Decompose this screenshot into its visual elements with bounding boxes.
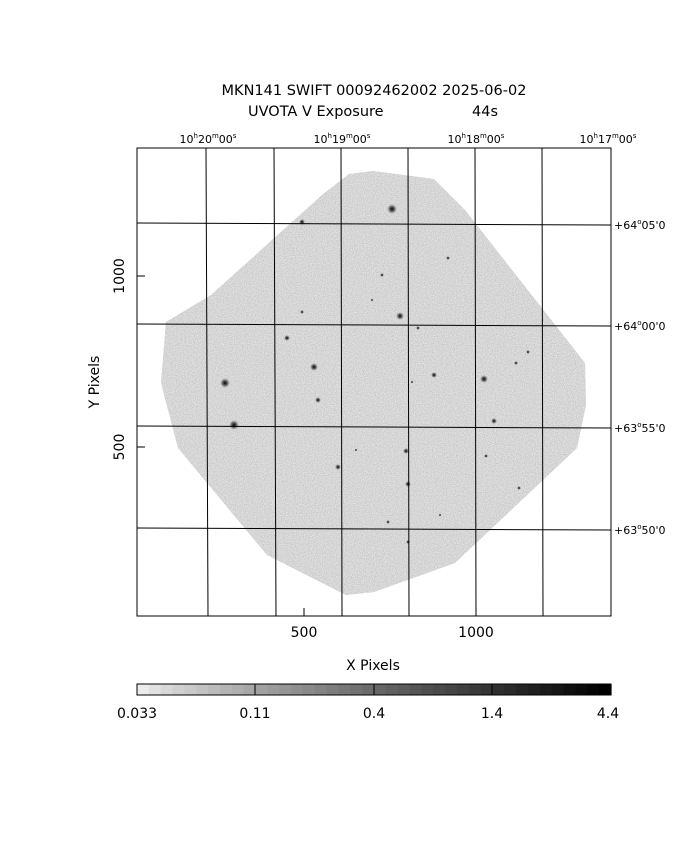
colorbar-segment (279, 684, 292, 695)
ra-tick-label: 10h18m00s (448, 132, 505, 146)
colorbar-segment (160, 684, 174, 695)
colorbar-segment (539, 684, 553, 695)
star-source (484, 454, 488, 458)
star-source (514, 361, 518, 365)
colorbar-segment (516, 684, 529, 695)
dec-tick-labels: +64o05'0 +64o00'0 +63o55'0 +63o50'0 (614, 218, 666, 537)
colorbar-segment (350, 684, 363, 695)
colorbar-segment (137, 684, 150, 695)
star-source (310, 363, 318, 371)
star-source (354, 448, 358, 452)
star-source (406, 540, 410, 544)
star-source (335, 464, 341, 470)
colorbar-segment (338, 684, 351, 695)
star-source (386, 520, 390, 524)
y-tick-label: 500 (112, 434, 128, 461)
colorbar-segment (267, 684, 280, 695)
coordinate-grid (137, 148, 611, 616)
colorbar-segment (468, 684, 482, 695)
exposure-label: UVOTA V Exposure (248, 104, 384, 120)
x-axis-label: X Pixels (346, 658, 400, 674)
star-source (416, 326, 420, 330)
colorbar-segment (184, 684, 197, 695)
colorbar-segment (504, 684, 517, 695)
colorbar-label: 0.11 (239, 706, 270, 722)
x-tick-label: 500 (291, 625, 318, 641)
pixel-axis-ticks (137, 275, 477, 616)
star-source (300, 310, 304, 314)
colorbar-segment (172, 684, 185, 695)
colorbar-segment (587, 684, 600, 695)
star-source (438, 513, 442, 517)
star-source (431, 372, 437, 378)
x-tick-label: 1000 (458, 625, 494, 641)
ra-tick-label: 10h17m00s (580, 132, 637, 146)
colorbar-segment (326, 684, 340, 695)
colorbar-segment (551, 684, 565, 695)
colorbar-segment (421, 684, 434, 695)
star-source (229, 420, 239, 430)
colorbar-label: 1.4 (481, 706, 503, 722)
colorbar-segment (362, 684, 375, 695)
star-source (480, 375, 488, 383)
colorbar-segment (492, 684, 505, 695)
colorbar-segment (291, 684, 304, 695)
colorbar-label: 0.033 (117, 706, 157, 722)
dec-tick-label: +63o50'0 (614, 523, 666, 537)
y-tick-label: 1000 (112, 258, 128, 294)
ra-tick-label: 10h20m00s (180, 132, 237, 146)
ra-tick-label: 10h19m00s (314, 132, 371, 146)
dec-tick-label: +64o00'0 (614, 319, 666, 333)
figure-title: MKN141 SWIFT 00092462002 2025-06-02 (222, 83, 527, 99)
colorbar-segment (575, 684, 588, 695)
star-source (315, 397, 321, 403)
colorbar-label: 0.4 (363, 706, 385, 722)
colorbar-segment (302, 684, 316, 695)
colorbar-label: 4.4 (597, 706, 619, 722)
colorbar-segment (374, 684, 387, 695)
star-source (220, 378, 230, 388)
colorbar-segment (385, 684, 399, 695)
colorbar-segment (480, 684, 494, 695)
exposure-value: 44s (472, 104, 498, 120)
star-source (284, 335, 290, 341)
colorbar-segment (314, 684, 328, 695)
star-source (387, 204, 397, 214)
dec-tick-label: +63o55'0 (614, 421, 666, 435)
y-axis-label: Y Pixels (87, 356, 103, 410)
star-source (410, 380, 414, 384)
colorbar-segment (599, 684, 612, 695)
colorbar-segment (445, 684, 458, 695)
colorbar-segment (243, 684, 257, 695)
star-source (491, 418, 497, 424)
ra-tick-labels: 10h20m00s 10h19m00s 10h18m00s 10h17m00s (180, 132, 637, 146)
star-source (403, 448, 409, 454)
colorbar-gradient (137, 684, 612, 695)
colorbar-segment (208, 684, 221, 695)
colorbar-segment (148, 684, 162, 695)
colorbar-segment (433, 684, 446, 695)
star-source (405, 481, 411, 487)
star-source (380, 273, 384, 277)
colorbar: 0.033 0.11 0.4 1.4 4.4 (117, 683, 619, 722)
colorbar-segment (563, 684, 577, 695)
exposure-image (161, 171, 586, 595)
colorbar-segment (397, 684, 411, 695)
plot-frame (136, 147, 612, 617)
star-source (396, 312, 404, 320)
colorbar-segment (196, 684, 209, 695)
colorbar-segment (255, 684, 268, 695)
star-source (517, 486, 521, 490)
star-source (526, 350, 530, 354)
colorbar-segment (409, 684, 422, 695)
colorbar-segment (528, 684, 541, 695)
star-source (446, 256, 450, 260)
colorbar-segment (219, 684, 233, 695)
colorbar-segment (456, 684, 470, 695)
colorbar-segment (231, 684, 245, 695)
dec-tick-label: +64o05'0 (614, 218, 666, 232)
star-source (370, 298, 374, 302)
